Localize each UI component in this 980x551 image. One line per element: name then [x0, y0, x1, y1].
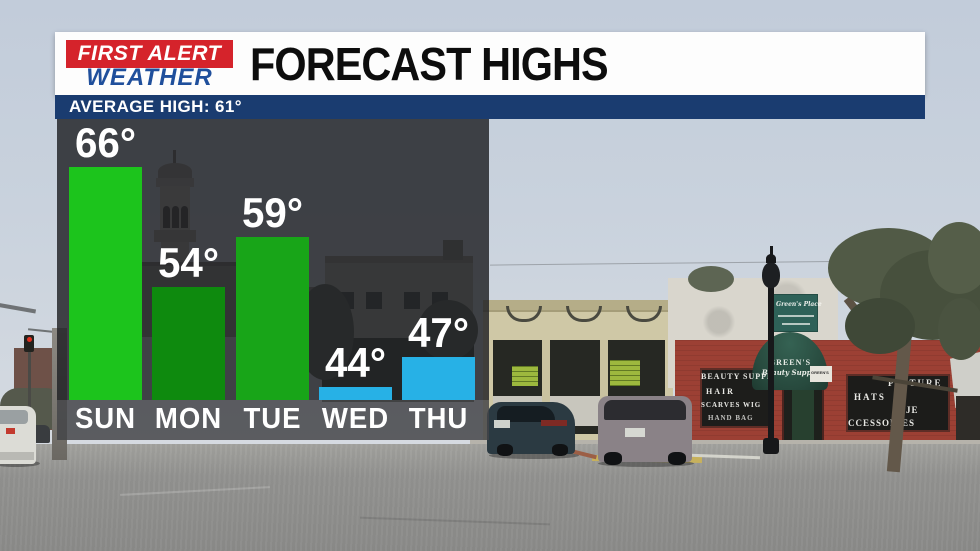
pickup-rear-window — [0, 410, 28, 424]
window-lettering: HAIR — [706, 387, 735, 396]
wagon-wheel — [604, 452, 622, 465]
day-label-thu: THU — [408, 403, 469, 435]
value-label-tue: 59° — [241, 189, 303, 236]
value-label-wed: 44° — [324, 339, 386, 386]
car-shadow — [598, 460, 694, 467]
bar-mon — [152, 287, 226, 400]
hanging-sign: Green's Place — [772, 294, 822, 332]
lamppost-cap — [766, 254, 776, 263]
awning-text: GREEN'S — [768, 358, 812, 367]
lamppost-lamp — [762, 262, 780, 288]
value-label-sun: 66° — [75, 119, 136, 166]
sedan-wheel — [497, 444, 513, 456]
wagon-wheel — [668, 452, 686, 465]
sign-rule — [782, 323, 810, 325]
tree-behind-roof — [688, 266, 734, 292]
awning-text: Beauty Supply — [761, 368, 819, 377]
lamppost-base — [763, 438, 779, 454]
bar-sun — [69, 167, 142, 400]
logo-text-first-alert: FIRST ALERT — [77, 42, 222, 65]
window-lettering: HAND BAG — [708, 414, 754, 422]
small-shop-sign: GREEN'S — [810, 366, 832, 382]
forecast-chart-panel: 66° 54° 59° 44° 47° SUN MON TUE WED THU — [57, 119, 489, 440]
window-flyer — [610, 360, 640, 386]
window-lettering: SCARVES WIG — [701, 401, 762, 409]
shop-door — [792, 388, 814, 454]
day-label-tue: TUE — [243, 403, 301, 435]
tree-canopy — [938, 298, 980, 360]
average-high-banner: AVERAGE HIGH: 61° — [55, 95, 925, 119]
day-label-sun: SUN — [74, 403, 137, 435]
pickup-bumper — [0, 452, 34, 460]
traffic-light-pole — [28, 346, 31, 432]
window-lettering: JE — [906, 405, 919, 415]
day-label-wed: WED — [321, 403, 389, 435]
small-sign-text: GREEN'S — [811, 370, 829, 375]
tree-canopy — [928, 222, 980, 294]
window-lettering: CCESSORIES — [848, 418, 916, 428]
window-lettering: HATS — [854, 392, 886, 402]
bar-chart: 66° 54° 59° 44° 47° — [57, 119, 489, 400]
day-label-mon: MON — [155, 403, 223, 435]
value-label-thu: 47° — [408, 309, 469, 356]
value-label-mon: 54° — [158, 239, 220, 286]
tree-canopy — [845, 298, 915, 354]
first-alert-logo: FIRST ALERT — [66, 40, 233, 68]
sedan-taillight — [541, 420, 567, 426]
pickup-taillight — [6, 428, 15, 434]
logo-text-weather: WEATHER — [86, 64, 213, 91]
lamppost-finial — [770, 246, 773, 256]
traffic-light-red — [27, 337, 32, 342]
sedan-wheel — [552, 444, 568, 456]
sign-rule — [778, 315, 814, 317]
road — [0, 444, 980, 551]
traffic-light — [24, 335, 34, 352]
storefront-post — [542, 340, 550, 434]
bar-tue — [235, 237, 309, 400]
car-shadow — [489, 452, 579, 459]
window-lettering: BEAUTY SUPPL — [701, 372, 774, 381]
sedan-license-plate — [494, 420, 510, 428]
wagon-license-plate — [625, 428, 645, 437]
road-texture — [0, 444, 980, 551]
bar-wed — [318, 387, 392, 400]
storefront-post — [600, 340, 608, 434]
bar-thu — [402, 357, 475, 400]
page-title: FORECAST HIGHS — [250, 38, 609, 90]
day-label-band: SUN MON TUE WED THU — [57, 400, 489, 440]
sedan-rear-window — [497, 406, 555, 422]
sign-text: Green's Place — [776, 301, 822, 308]
window-flyer — [512, 366, 538, 386]
lamppost — [768, 286, 774, 448]
wagon-rear-window — [604, 400, 686, 420]
